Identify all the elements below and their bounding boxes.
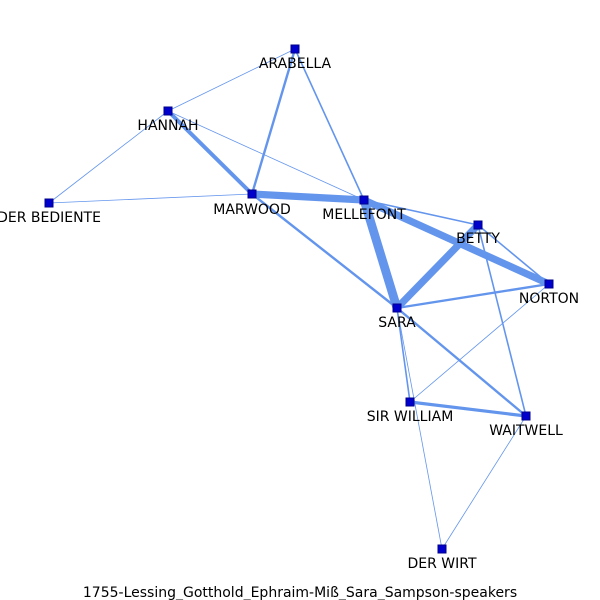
edge-hannah-mellefont [167, 110, 365, 201]
nodes-layer [44, 44, 554, 554]
edge-sir_william-waitwell [409, 400, 527, 418]
node-label-marwood: MARWOOD [213, 202, 290, 218]
edge-betty-waitwell [477, 224, 527, 417]
edge-betty-norton [477, 224, 550, 285]
node-waitwell [521, 411, 531, 421]
edge-norton-sir_william [409, 283, 550, 403]
node-norton [544, 279, 554, 289]
edge-arabella-hannah [167, 48, 296, 112]
labels-layer: ARABELLA HANNAH DER BEDIENTE MARWOOD MELLEFO… [0, 56, 579, 572]
node-arabella [290, 44, 300, 54]
edge-arabella-mellefont [294, 48, 365, 201]
edge-mellefont-betty [363, 199, 479, 226]
node-der_bediente [44, 198, 54, 208]
node-label-mellefont: MELLEFONT [322, 207, 406, 223]
node-der_wirt [437, 544, 447, 554]
edge-arabella-marwood [250, 48, 297, 195]
node-label-arabella: ARABELLA [259, 56, 332, 72]
node-label-der_bediente: DER BEDIENTE [0, 210, 101, 226]
edge-sara-sir_william [396, 307, 411, 403]
node-label-sir_william: SIR WILLIAM [367, 409, 454, 425]
node-sir_william [405, 397, 415, 407]
node-label-hannah: HANNAH [137, 118, 198, 134]
edge-der_bediente-marwood [48, 193, 253, 204]
edge-hannah-der_bediente [48, 110, 169, 204]
node-label-norton: NORTON [519, 291, 579, 307]
node-label-waitwell: WAITWELL [489, 423, 563, 439]
graph-caption: 1755-Lessing_Gotthold_Ephraim-Miß_Sara_S… [83, 585, 517, 600]
edge-mellefont-sara [359, 198, 402, 310]
edges-layer [48, 48, 551, 550]
edge-sara-der_wirt [396, 307, 443, 550]
node-hannah [163, 106, 173, 116]
node-label-sara: SARA [378, 315, 416, 331]
edge-betty-sara [394, 222, 481, 311]
node-marwood [247, 189, 257, 199]
edge-marwood-mellefont [251, 190, 365, 204]
edge-marwood-sara [251, 193, 398, 309]
edge-sara-waitwell [396, 307, 527, 417]
node-mellefont [359, 195, 369, 205]
node-label-der_wirt: DER WIRT [407, 556, 476, 572]
edge-hannah-marwood [166, 109, 254, 196]
node-betty [473, 220, 483, 230]
edge-sara-norton [396, 282, 550, 310]
edge-waitwell-der_wirt [441, 415, 527, 550]
node-label-betty: BETTY [456, 231, 500, 247]
node-sara [392, 303, 402, 313]
